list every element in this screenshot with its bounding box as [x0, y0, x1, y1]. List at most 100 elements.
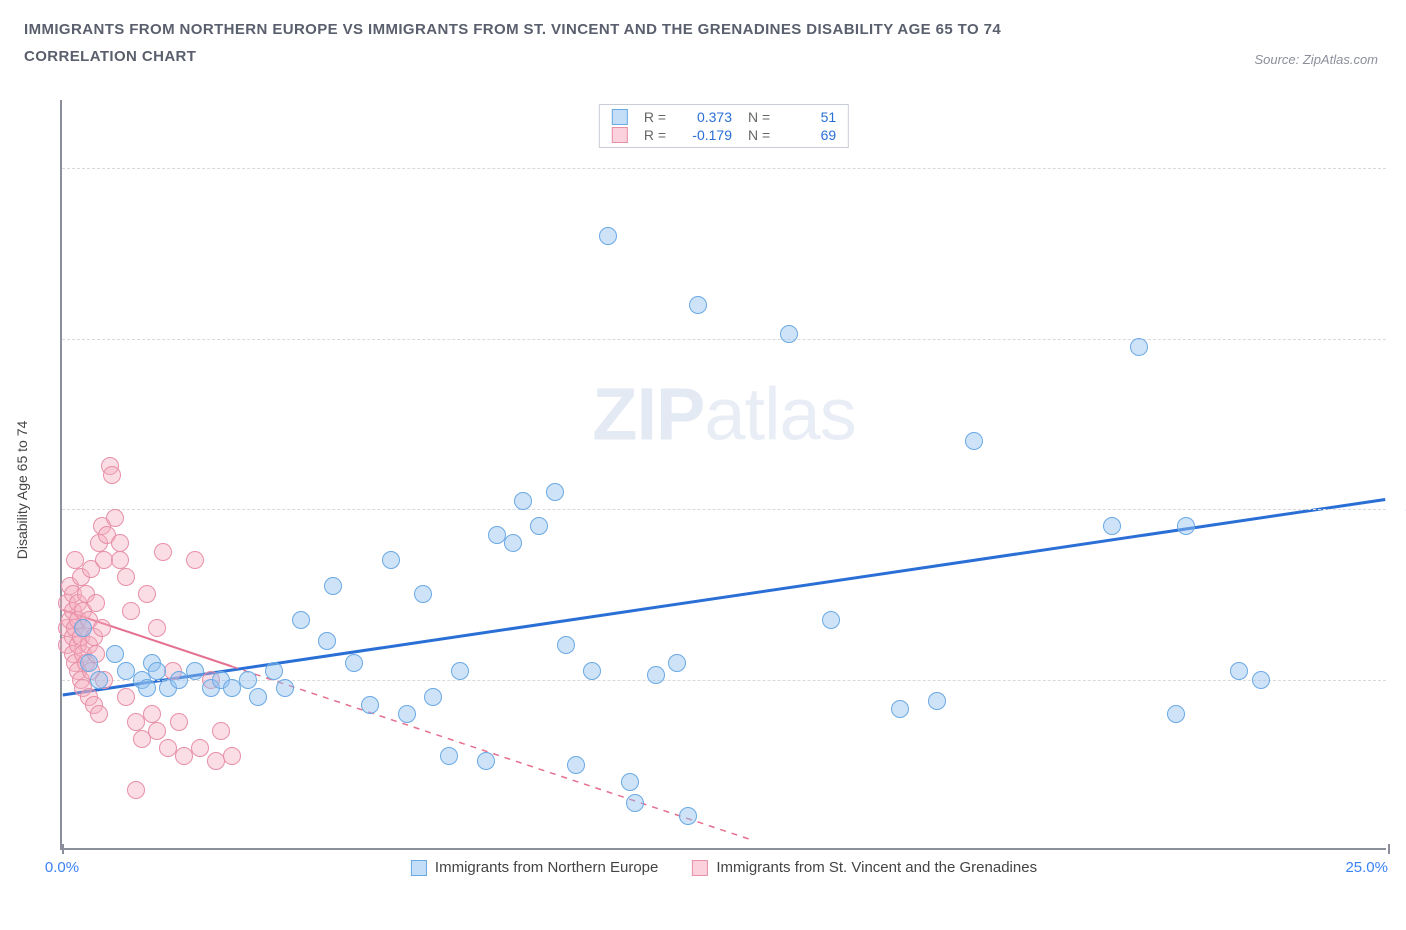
legend-series: Immigrants from Northern Europe Immigran…	[411, 859, 1037, 876]
x-tick-mark	[62, 844, 64, 854]
swatch-pink-icon	[612, 127, 628, 143]
stat-r-label: R =	[644, 127, 666, 143]
x-tick-label: 25.0%	[1345, 859, 1388, 876]
scatter-point-pink	[122, 602, 140, 620]
scatter-point-blue	[382, 551, 400, 569]
scatter-point-blue	[1130, 338, 1148, 356]
grid-line	[62, 339, 1386, 340]
scatter-point-blue	[451, 662, 469, 680]
scatter-point-blue	[318, 632, 336, 650]
scatter-point-pink	[212, 722, 230, 740]
scatter-point-blue	[530, 517, 548, 535]
scatter-point-pink	[93, 619, 111, 637]
scatter-point-blue	[668, 654, 686, 672]
grid-line	[62, 680, 1386, 681]
chart-container: Disability Age 65 to 74 ZIPatlas R = 0.3…	[60, 100, 1386, 880]
scatter-point-blue	[1167, 705, 1185, 723]
scatter-point-blue	[546, 483, 564, 501]
legend-stats-row-blue: R = 0.373 N = 51	[600, 108, 848, 126]
stat-r-label: R =	[644, 109, 666, 125]
legend-stats-box: R = 0.373 N = 51 R = -0.179 N = 69	[599, 104, 849, 148]
scatter-point-blue	[414, 585, 432, 603]
stat-n-value: 69	[780, 127, 836, 143]
scatter-point-blue	[106, 645, 124, 663]
scatter-point-blue	[514, 492, 532, 510]
stat-n-value: 51	[780, 109, 836, 125]
scatter-point-blue	[239, 671, 257, 689]
watermark: ZIPatlas	[592, 372, 855, 457]
scatter-point-pink	[90, 705, 108, 723]
scatter-point-blue	[965, 432, 983, 450]
scatter-point-pink	[111, 534, 129, 552]
scatter-point-blue	[557, 636, 575, 654]
stat-n-label: N =	[748, 127, 770, 143]
scatter-point-blue	[583, 662, 601, 680]
scatter-point-blue	[599, 227, 617, 245]
scatter-point-pink	[143, 705, 161, 723]
scatter-point-blue	[398, 705, 416, 723]
scatter-point-pink	[154, 543, 172, 561]
y-axis-label: Disability Age 65 to 74	[14, 421, 30, 560]
scatter-point-pink	[138, 585, 156, 603]
scatter-point-blue	[1252, 671, 1270, 689]
stat-r-value: -0.179	[676, 127, 732, 143]
scatter-point-pink	[223, 747, 241, 765]
legend-label: Immigrants from Northern Europe	[435, 859, 658, 876]
scatter-point-blue	[891, 700, 909, 718]
swatch-blue-icon	[411, 860, 427, 876]
source-attribution: Source: ZipAtlas.com	[1254, 52, 1378, 67]
stat-n-label: N =	[748, 109, 770, 125]
scatter-point-pink	[127, 781, 145, 799]
legend-item-pink: Immigrants from St. Vincent and the Gren…	[692, 859, 1037, 876]
scatter-point-pink	[117, 568, 135, 586]
x-tick-mark	[1388, 844, 1390, 854]
scatter-point-blue	[424, 688, 442, 706]
x-tick-label: 0.0%	[45, 859, 79, 876]
swatch-blue-icon	[612, 109, 628, 125]
scatter-point-pink	[148, 619, 166, 637]
scatter-point-blue	[249, 688, 267, 706]
scatter-point-pink	[170, 713, 188, 731]
scatter-point-blue	[138, 679, 156, 697]
scatter-point-blue	[780, 325, 798, 343]
scatter-point-blue	[1230, 662, 1248, 680]
legend-stats-row-pink: R = -0.179 N = 69	[600, 126, 848, 144]
grid-line	[62, 168, 1386, 169]
scatter-point-blue	[621, 773, 639, 791]
scatter-point-pink	[191, 739, 209, 757]
scatter-point-blue	[1103, 517, 1121, 535]
scatter-point-blue	[148, 662, 166, 680]
watermark-light: atlas	[704, 373, 855, 456]
grid-line	[62, 509, 1386, 510]
scatter-point-blue	[440, 747, 458, 765]
scatter-point-blue	[265, 662, 283, 680]
legend-item-blue: Immigrants from Northern Europe	[411, 859, 658, 876]
scatter-point-blue	[567, 756, 585, 774]
scatter-point-blue	[822, 611, 840, 629]
scatter-point-pink	[117, 688, 135, 706]
legend-label: Immigrants from St. Vincent and the Gren…	[716, 859, 1037, 876]
scatter-point-blue	[1177, 517, 1195, 535]
scatter-point-pink	[148, 722, 166, 740]
scatter-point-blue	[928, 692, 946, 710]
scatter-point-pink	[103, 466, 121, 484]
scatter-point-blue	[80, 654, 98, 672]
scatter-point-blue	[90, 671, 108, 689]
scatter-point-blue	[361, 696, 379, 714]
chart-title-line-2: CORRELATION CHART	[24, 43, 1382, 70]
scatter-point-blue	[324, 577, 342, 595]
scatter-point-blue	[186, 662, 204, 680]
scatter-point-pink	[106, 509, 124, 527]
plot-area: ZIPatlas R = 0.373 N = 51 R = -0.179 N =…	[60, 100, 1386, 850]
swatch-pink-icon	[692, 860, 708, 876]
scatter-point-blue	[504, 534, 522, 552]
scatter-point-blue	[477, 752, 495, 770]
scatter-point-blue	[689, 296, 707, 314]
scatter-point-blue	[74, 619, 92, 637]
chart-title-line-1: IMMIGRANTS FROM NORTHERN EUROPE VS IMMIG…	[24, 16, 1382, 43]
stat-r-value: 0.373	[676, 109, 732, 125]
scatter-point-pink	[87, 594, 105, 612]
scatter-point-blue	[276, 679, 294, 697]
scatter-point-blue	[626, 794, 644, 812]
scatter-point-blue	[292, 611, 310, 629]
